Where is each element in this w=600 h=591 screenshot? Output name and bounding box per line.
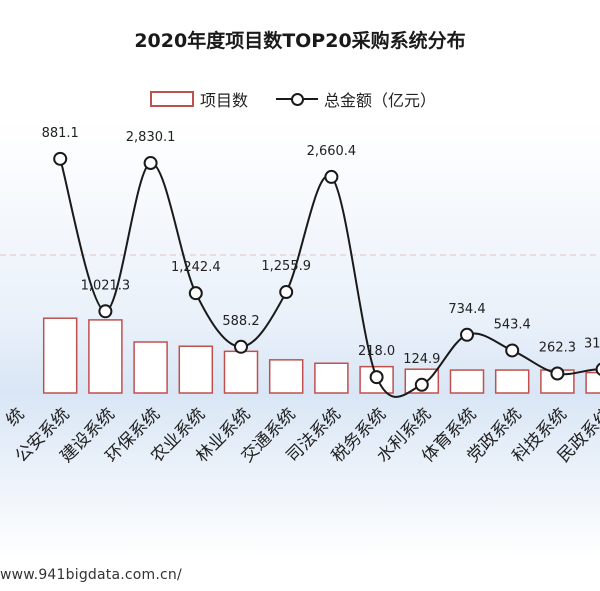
data-label: 588.2 (222, 314, 259, 329)
bar (88, 319, 123, 394)
data-label: 543.4 (494, 317, 531, 332)
data-label: 2,660.4 (307, 144, 357, 159)
data-label: 262.3 (539, 341, 576, 356)
data-label: 734.4 (448, 302, 485, 317)
line-point (143, 156, 158, 171)
line-point (414, 377, 429, 392)
bar (314, 362, 349, 394)
legend-bar-label: 项目数 (200, 91, 249, 110)
chart-title: 2020年度项目数TOP20采购系统分布 (134, 30, 466, 52)
legend-line-label: 总金额（亿元） (324, 91, 437, 110)
line-point (188, 286, 203, 301)
data-label: 313.2 (584, 336, 600, 351)
data-label: 218.0 (358, 344, 395, 359)
data-label: 2,830.1 (126, 130, 176, 145)
source-url: www.941bigdata.com.cn/ (0, 567, 182, 583)
bar (585, 371, 600, 394)
points-layer (53, 151, 600, 392)
legend-bar-swatch (150, 91, 194, 107)
data-label: 1,021.3 (81, 278, 131, 293)
line-point (460, 327, 474, 342)
bar (178, 345, 214, 394)
line-point (53, 151, 68, 166)
bar (268, 359, 304, 394)
line-point (279, 285, 294, 300)
bar (133, 341, 168, 394)
line-point (369, 370, 384, 385)
bar (223, 350, 259, 394)
data-label: 881.1 (42, 126, 79, 141)
data-label: 1,255.9 (261, 259, 311, 274)
data-label: 1,242.4 (171, 260, 221, 275)
legend: 项目数 总金额（亿元） (150, 88, 436, 110)
bar (494, 369, 530, 394)
line-point (98, 304, 113, 319)
bar (449, 369, 485, 394)
line-point (550, 366, 565, 381)
bar (42, 317, 78, 394)
line-point (234, 339, 248, 354)
line-point (324, 169, 339, 184)
line-point (595, 362, 600, 376)
value-labels-layer: 881.1 1,021.3 2,830.1 1,242.4 588.2 1,255.9 2,… (42, 126, 600, 367)
line-point (505, 343, 520, 358)
data-label: 124.9 (403, 352, 440, 367)
legend-line-swatch (276, 93, 319, 106)
